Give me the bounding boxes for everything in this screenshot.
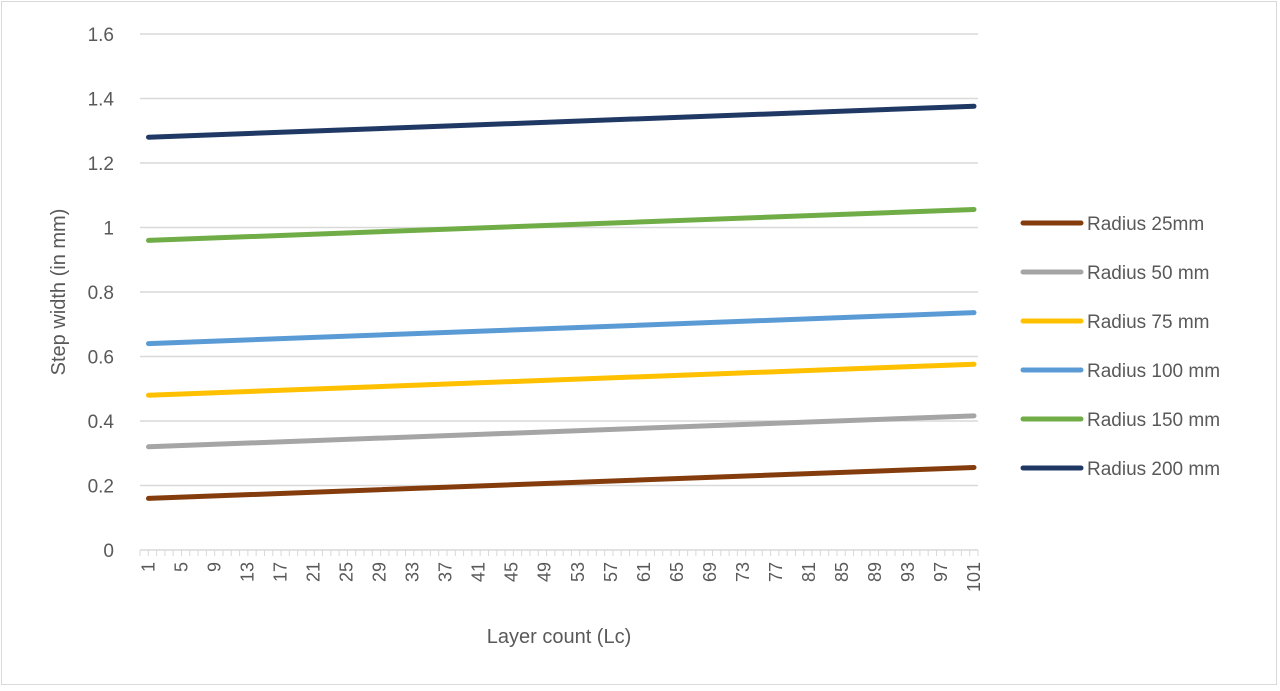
x-tick-label: 77 bbox=[766, 562, 786, 582]
series-line-3 bbox=[146, 310, 977, 347]
legend-item: Radius 150 mm bbox=[1020, 410, 1220, 431]
x-tick-label: 17 bbox=[271, 562, 291, 582]
x-tick-label: 29 bbox=[370, 562, 390, 582]
legend-label: Radius 25mm bbox=[1087, 214, 1204, 235]
series-line-0 bbox=[146, 464, 977, 501]
legend-label: Radius 75 mm bbox=[1087, 312, 1210, 333]
y-tick-label: 0.6 bbox=[88, 348, 114, 369]
x-tick-label: 9 bbox=[205, 562, 225, 572]
legend-label: Radius 100 mm bbox=[1087, 361, 1220, 382]
x-tick-label: 101 bbox=[964, 562, 984, 592]
y-tick-label: 0 bbox=[103, 541, 114, 562]
y-tick-label: 1.4 bbox=[88, 90, 115, 111]
x-tick-label: 57 bbox=[601, 562, 621, 582]
series-line-1 bbox=[146, 413, 977, 450]
series-line-2 bbox=[146, 361, 977, 398]
x-tick-label: 33 bbox=[403, 562, 423, 582]
series-line-4 bbox=[146, 206, 977, 243]
x-tick-label: 5 bbox=[172, 562, 192, 572]
y-axis-title: Step width (in mm) bbox=[48, 209, 70, 376]
y-tick-label: 0.2 bbox=[88, 477, 114, 498]
x-tick-label: 93 bbox=[898, 562, 918, 582]
y-axis: 0 0.2 0.4 0.6 0.8 1 1.2 1.4 1.6 bbox=[88, 25, 115, 562]
series-line-5 bbox=[146, 103, 977, 140]
legend-item: Radius 75 mm bbox=[1020, 312, 1210, 333]
x-tick-label: 61 bbox=[634, 562, 654, 582]
x-tick-label: 85 bbox=[832, 562, 852, 582]
legend-label: Radius 50 mm bbox=[1087, 263, 1210, 284]
x-tick-label: 45 bbox=[502, 562, 522, 582]
legend-label: Radius 150 mm bbox=[1087, 410, 1220, 431]
legend-item: Radius 100 mm bbox=[1020, 361, 1220, 382]
y-tick-label: 1.2 bbox=[88, 154, 114, 175]
x-tick-label: 1 bbox=[139, 562, 159, 572]
x-axis-title: Layer count (Lc) bbox=[487, 626, 632, 648]
x-tick-label: 25 bbox=[337, 562, 357, 582]
x-tick-label: 49 bbox=[535, 562, 555, 582]
x-tick-label: 69 bbox=[700, 562, 720, 582]
x-tick-label: 81 bbox=[799, 562, 819, 582]
x-axis: 1 5 9 13 17 21 25 29 33 37 41 45 49 53 57 61 65 69 73 77 81 8… bbox=[139, 549, 984, 592]
gridlines bbox=[140, 33, 978, 487]
legend-label: Radius 200 mm bbox=[1087, 459, 1220, 480]
legend-item: Radius 25mm bbox=[1020, 214, 1204, 235]
x-tick-label: 73 bbox=[733, 562, 753, 582]
x-tick-label: 53 bbox=[568, 562, 588, 582]
y-tick-label: 1.6 bbox=[88, 25, 114, 46]
y-tick-label: 0.8 bbox=[88, 283, 114, 304]
x-tick-label: 13 bbox=[238, 562, 258, 582]
x-tick-label: 41 bbox=[469, 562, 489, 582]
y-tick-label: 0.4 bbox=[88, 412, 115, 433]
x-tick-label: 37 bbox=[436, 562, 456, 582]
legend-item: Radius 50 mm bbox=[1020, 263, 1210, 284]
x-tick-label: 89 bbox=[865, 562, 885, 582]
x-tick-label: 65 bbox=[667, 562, 687, 582]
y-tick-label: 1 bbox=[103, 219, 114, 240]
legend-item: Radius 200 mm bbox=[1020, 459, 1220, 480]
x-tick-label: 21 bbox=[304, 562, 324, 582]
x-tick-label: 97 bbox=[931, 562, 951, 582]
legend: Radius 25mm Radius 50 mm Radius 75 mm Radiu… bbox=[1020, 214, 1220, 480]
series-lines bbox=[146, 103, 977, 501]
